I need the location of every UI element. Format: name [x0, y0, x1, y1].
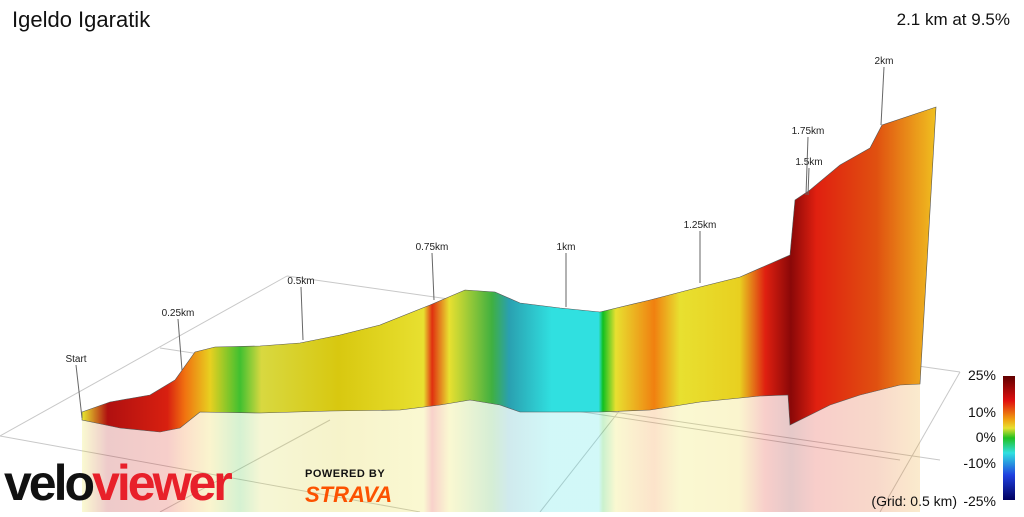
marker-stem: [75, 364, 83, 419]
powered-by: POWERED BY: [305, 468, 385, 480]
marker-label: 2km: [875, 56, 894, 67]
grid-line: [0, 275, 288, 437]
marker-label: Start: [65, 354, 86, 365]
legend-label: 0%: [976, 429, 996, 445]
marker-label: 1.25km: [684, 220, 717, 231]
elevation-ribbon: [81, 106, 937, 433]
legend-label: -25%: [963, 493, 996, 509]
distance-markers: Start 0.25km 0.5km 0.75km 1km 1.25km 1.5km 1.75…: [65, 56, 894, 419]
marker-stem: [177, 318, 183, 371]
segment-summary: 2.1 km at 9.5%: [897, 10, 1010, 29]
reflection: [82, 384, 920, 512]
marker-label: 1.5km: [795, 157, 822, 168]
legend-label: 25%: [968, 367, 996, 383]
marker-label: 0.75km: [416, 242, 449, 253]
logo-part: viewer: [92, 455, 232, 511]
marker-stem: [431, 252, 435, 301]
marker-stem: [300, 286, 304, 341]
logo: veloviewer: [4, 455, 232, 511]
legend-label: 10%: [968, 404, 996, 420]
marker-stem: [805, 136, 809, 196]
partner-logo: STRAVA: [305, 482, 392, 507]
logo-part: velo: [4, 455, 94, 511]
marker-label: 1.75km: [792, 126, 825, 137]
legend-label: -10%: [963, 455, 996, 471]
legend-bar: [1003, 376, 1015, 500]
marker-label: 1km: [557, 242, 576, 253]
marker-label: 0.25km: [162, 308, 195, 319]
segment-title: Igeldo Igaratik: [12, 7, 151, 32]
marker-label: 0.5km: [287, 276, 314, 287]
marker-stem: [880, 66, 885, 126]
marker-stem: [807, 167, 810, 196]
grid-note: (Grid: 0.5 km): [871, 493, 957, 509]
legend: 25% 10% 0% -10% -25%: [963, 367, 996, 509]
